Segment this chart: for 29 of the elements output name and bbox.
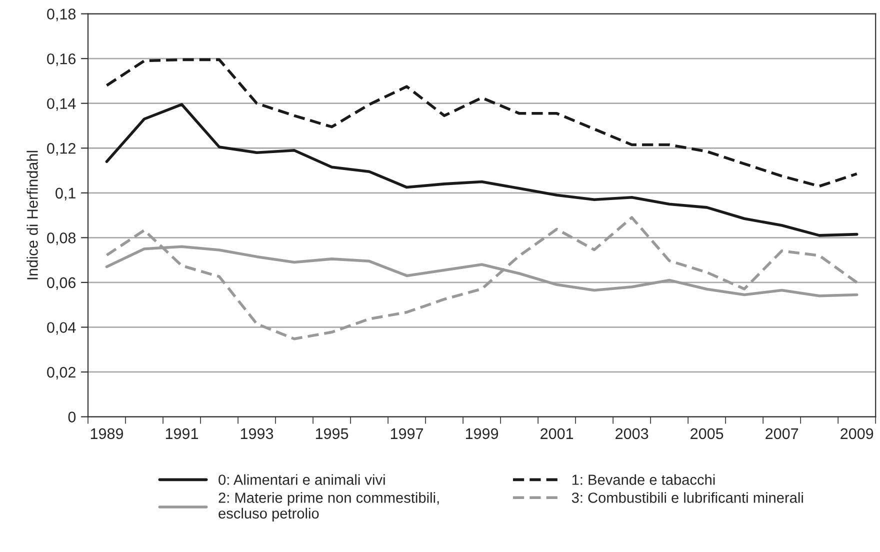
x-tick-label: 2007 <box>766 428 798 440</box>
x-tick-label: 1991 <box>166 428 198 440</box>
y-axis-title: Indice di Herfindahl <box>26 150 38 280</box>
x-tick-label: 2001 <box>540 428 574 440</box>
y-tick-label: 0,08 <box>47 232 76 246</box>
line-series <box>105 58 858 188</box>
y-tick-label: 0,16 <box>47 53 76 66</box>
x-tick-label: 1989 <box>90 428 124 440</box>
legend-label: 2: Materie prime non commestibili, escluso petrolio <box>218 492 439 522</box>
legend-label: 3: Combustibili e lubrificanti minerali <box>572 492 803 503</box>
x-tick-label: 2003 <box>616 428 648 440</box>
x-tick-label: 1999 <box>466 428 498 440</box>
x-tick-label: 2005 <box>690 428 724 440</box>
line-series <box>105 103 858 237</box>
legend-label: 1: Bevande e tabacchi <box>572 474 715 485</box>
y-tick-label: 0,14 <box>47 98 76 111</box>
y-tick-label: 0,1 <box>56 188 76 200</box>
y-tick-label: 0 <box>68 412 76 422</box>
x-tick-label: 1993 <box>240 428 274 440</box>
x-tick-label: 1995 <box>316 428 348 440</box>
x-tick-label: 2009 <box>840 428 874 440</box>
y-tick-label: 0,06 <box>47 277 76 290</box>
legend-label: 0: Alimentari e animali vivi <box>218 474 385 485</box>
y-tick-label: 0,02 <box>47 366 76 380</box>
y-tick-label: 0,12 <box>47 142 76 156</box>
line-series <box>105 216 858 340</box>
x-tick-label: 1997 <box>390 428 424 440</box>
y-tick-label: 0,18 <box>47 8 76 22</box>
y-tick-label: 0,04 <box>47 322 76 335</box>
